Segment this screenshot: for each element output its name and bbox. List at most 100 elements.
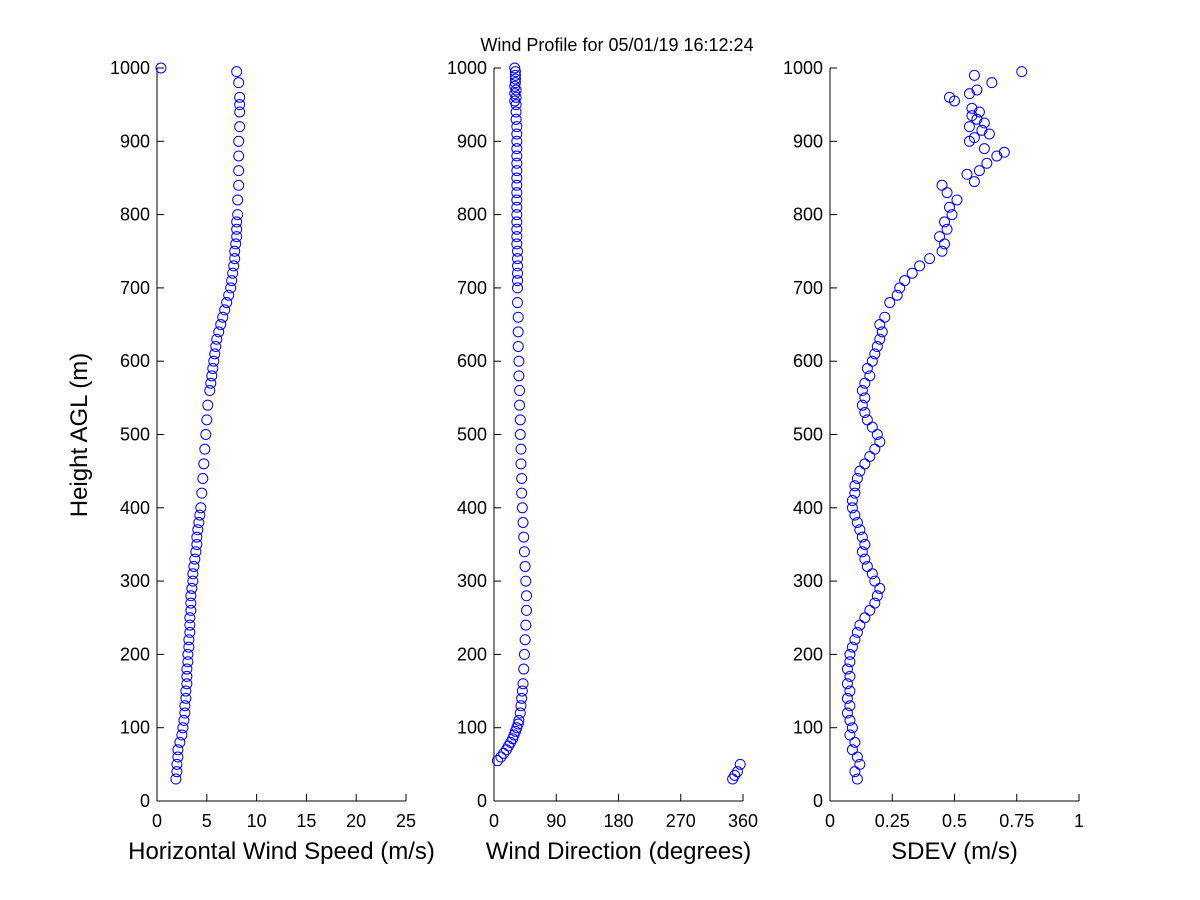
data-point-sdev: [906, 267, 918, 279]
data-point-direction: [512, 260, 524, 272]
data-point-sdev: [899, 275, 911, 287]
data-point-speed: [188, 560, 200, 572]
data-point-direction: [516, 472, 528, 484]
x-axis-label-direction: Wind Direction (degrees): [486, 838, 751, 865]
data-point-sdev: [859, 553, 871, 565]
data-point-sdev: [971, 84, 983, 96]
data-point-sdev: [844, 729, 856, 741]
data-point-direction: [518, 546, 530, 558]
y-tick-label-direction: 800: [457, 205, 487, 225]
data-point-sdev: [966, 102, 978, 114]
data-point-direction: [512, 718, 524, 730]
data-point-sdev: [869, 348, 881, 360]
data-point-direction: [518, 648, 530, 660]
data-point-sdev: [976, 124, 988, 136]
data-point-sdev: [944, 201, 956, 213]
y-tick-label-direction: 900: [457, 131, 487, 151]
data-point-sdev: [841, 678, 853, 690]
series-points-sdev: [841, 66, 1028, 785]
data-point-speed: [155, 62, 167, 74]
y-tick-label-sdev: 700: [793, 278, 823, 298]
data-point-sdev: [871, 590, 883, 602]
data-point-sdev: [846, 502, 858, 514]
panel-direction: 0 100 200 300 400 500 600 700 800 900 1000 0 90 180 27…: [447, 58, 758, 865]
data-point-sdev: [861, 560, 873, 572]
data-point-sdev: [924, 253, 936, 265]
data-point-speed: [233, 150, 245, 162]
x-tick-label-speed: 0: [152, 811, 162, 831]
y-tick-label-sdev: 800: [793, 205, 823, 225]
data-point-sdev: [846, 744, 858, 756]
data-point-direction: [509, 69, 521, 81]
data-point-direction: [519, 634, 531, 646]
data-point-direction: [511, 143, 523, 155]
data-point-speed: [185, 590, 197, 602]
data-point-sdev: [851, 773, 863, 785]
data-point-direction: [512, 282, 524, 294]
data-point-speed: [181, 678, 193, 690]
data-point-direction: [514, 707, 526, 719]
data-point-direction: [512, 311, 524, 323]
data-point-sdev: [871, 341, 883, 353]
data-point-speed: [232, 209, 244, 221]
data-point-sdev: [963, 88, 975, 100]
y-tick-label-speed: 100: [120, 718, 150, 738]
data-point-speed: [192, 524, 204, 536]
data-point-sdev: [841, 707, 853, 719]
data-point-sdev: [844, 700, 856, 712]
data-point-sdev: [973, 106, 985, 118]
data-point-direction: [495, 751, 507, 763]
data-point-sdev: [978, 117, 990, 129]
data-point-sdev: [856, 531, 868, 543]
data-point-sdev: [998, 146, 1010, 158]
data-point-speed: [234, 106, 246, 118]
data-point-speed: [195, 502, 207, 514]
data-point-direction: [511, 209, 523, 221]
data-point-direction: [514, 414, 526, 426]
data-point-speed: [185, 604, 197, 616]
data-point-speed: [193, 516, 205, 528]
data-point-speed: [181, 663, 193, 675]
data-point-speed: [183, 641, 195, 653]
data-point-sdev: [861, 414, 873, 426]
y-tick-label-sdev: 100: [793, 718, 823, 738]
y-tick-label-direction: 400: [457, 498, 487, 518]
x-tick-label-speed: 25: [396, 811, 416, 831]
data-point-sdev: [973, 165, 985, 177]
data-point-speed: [184, 612, 196, 624]
data-point-speed: [233, 77, 245, 89]
data-point-speed: [234, 91, 246, 103]
data-point-speed: [174, 736, 186, 748]
data-point-speed: [185, 597, 197, 609]
data-point-direction: [509, 73, 521, 85]
data-point-speed: [211, 333, 223, 345]
data-point-sdev: [856, 385, 868, 397]
data-point-sdev: [891, 289, 903, 301]
data-point-speed: [179, 707, 191, 719]
y-tick-label-direction: 700: [457, 278, 487, 298]
data-point-sdev: [939, 216, 951, 228]
data-point-direction: [520, 575, 532, 587]
data-point-speed: [231, 216, 243, 228]
data-point-sdev: [936, 179, 948, 191]
data-point-sdev: [961, 168, 973, 180]
data-point-sdev: [1016, 66, 1028, 78]
data-point-speed: [189, 553, 201, 565]
data-point-sdev: [844, 685, 856, 697]
x-tick-label-direction: 180: [603, 811, 633, 831]
x-tick-label-direction: 360: [728, 811, 758, 831]
y-tick-label-sdev: 200: [793, 644, 823, 664]
data-point-speed: [191, 531, 203, 543]
data-point-direction: [511, 121, 523, 133]
data-point-speed: [190, 546, 202, 558]
data-point-speed: [171, 758, 183, 770]
data-point-sdev: [951, 194, 963, 206]
data-point-direction: [509, 62, 521, 74]
data-point-sdev: [983, 128, 995, 140]
y-tick-label-sdev: 300: [793, 571, 823, 591]
y-tick-label-direction: 600: [457, 351, 487, 371]
data-point-direction: [521, 604, 533, 616]
data-point-speed: [204, 385, 216, 397]
